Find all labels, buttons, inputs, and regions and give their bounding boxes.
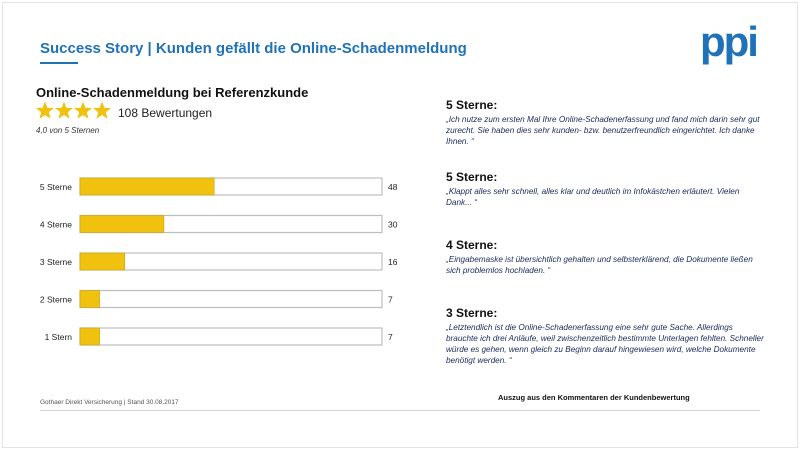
rating-bar <box>79 327 100 346</box>
review-text: „Ich nutze zum ersten Mal Ihre Online-Sc… <box>446 115 760 146</box>
bar-value-label: 30 <box>388 220 398 230</box>
rating-subtitle: Online-Schadenmeldung bei Referenzkunde <box>36 85 309 100</box>
bar-value-label: 16 <box>388 257 398 267</box>
bar-value-label: 7 <box>388 295 393 305</box>
review-heading: 5 Sterne: <box>446 98 498 112</box>
star-icon <box>54 101 74 119</box>
category-label: 3 Sterne <box>40 257 72 267</box>
bar-value-label: 48 <box>388 182 398 192</box>
review-heading: 4 Sterne: <box>446 238 498 252</box>
bar-track <box>79 289 383 309</box>
rating-count: 108 Bewertungen <box>118 106 213 120</box>
star-icon <box>36 101 55 119</box>
review-text: „Eingabemaske ist übersichtlich gehalten… <box>446 255 753 275</box>
category-label: 5 Sterne <box>40 182 72 192</box>
category-label: 2 Sterne <box>40 295 72 305</box>
review-item: 3 Sterne: „Letztendlich ist die Online-S… <box>446 306 766 366</box>
rating-bar <box>79 252 126 271</box>
category-label: 4 Sterne <box>40 220 72 230</box>
rating-bar <box>79 290 100 308</box>
rating-bar <box>79 215 165 233</box>
rating-stars <box>36 101 112 119</box>
footer-source: Gothaer Direkt Versicherung | Stand 30.0… <box>40 399 179 406</box>
review-heading: 3 Sterne: <box>446 306 498 320</box>
review-heading: 5 Sterne: <box>446 170 498 184</box>
bar-value-label: 7 <box>388 332 393 342</box>
rating-bar <box>79 177 215 196</box>
title-underline <box>40 62 78 64</box>
category-label: 1 Stern <box>45 332 73 342</box>
ppi-logo: ppi <box>700 18 759 65</box>
rating-distribution-chart: 5 Sterne 48 4 Sterne 30 3 Sterne 16 2 Sterne 7 1… <box>40 177 398 346</box>
review-item: 5 Sterne: „Ich nutze zum ersten Mal Ihre… <box>446 98 766 147</box>
bar-track <box>79 252 383 271</box>
footer-divider <box>40 410 760 411</box>
footer-caption: Auszug aus den Kommentaren der Kundenbew… <box>498 393 690 402</box>
review-item: 4 Sterne: „Eingabemaske ist übersichtlic… <box>446 238 766 276</box>
star-icon <box>92 101 112 119</box>
page-title: Success Story | Kunden gefällt die Onlin… <box>40 40 467 57</box>
review-item: 5 Sterne: „Klappt alles sehr schnell, al… <box>446 170 766 208</box>
review-text: „Klappt alles sehr schnell, alles klar u… <box>446 187 740 207</box>
review-text: „Letztendlich ist die Online-Schadenerfa… <box>446 323 764 365</box>
rating-average: 4,0 von 5 Sternen <box>36 126 100 135</box>
star-icon <box>73 101 93 119</box>
bar-track <box>79 327 383 346</box>
